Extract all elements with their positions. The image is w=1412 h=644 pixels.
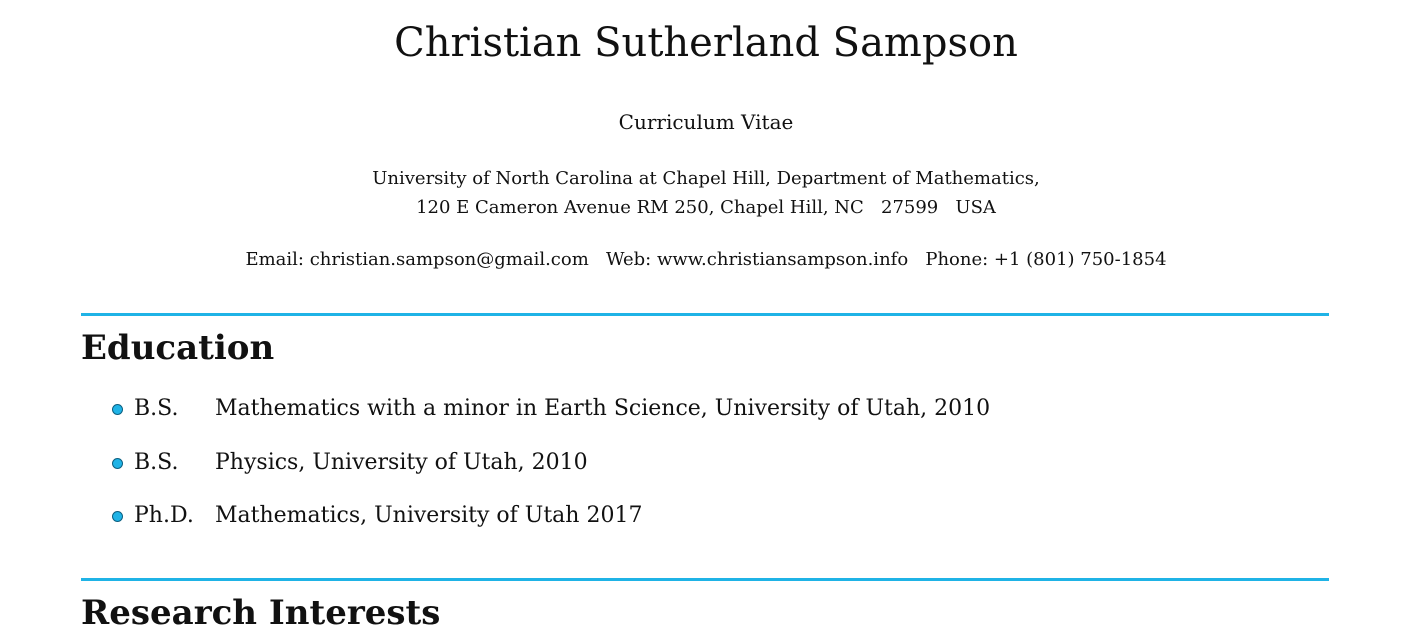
degree-detail: Mathematics with a minor in Earth Scienc…	[215, 396, 991, 421]
bullet-icon	[112, 457, 123, 469]
bullet-icon	[112, 511, 123, 522]
address-line-2: 120 E Cameron Avenue RM 250, Chapel Hill…	[416, 197, 996, 218]
email-text: Email: christian.sampson@gmail.com	[245, 249, 589, 270]
degree-label: B.S.	[134, 449, 179, 475]
degree-label: Ph.D.	[134, 503, 194, 528]
address-line-1: University of North Carolina at Chapel H…	[372, 168, 1040, 189]
degree-detail: Mathematics, University of Utah 2017	[215, 503, 643, 528]
degree-detail: Physics, University of Utah, 2010	[215, 449, 588, 475]
web-text: Web: www.christiansampson.info	[605, 249, 909, 270]
cv-name: Christian Sutherland Sampson	[394, 20, 1018, 66]
section-divider	[81, 313, 1329, 316]
address-block: University of North Carolina at Chapel H…	[0, 164, 1412, 222]
degree-label: B.S.	[134, 396, 179, 421]
contact-line: Email: christian.sampson@gmail.com Web: …	[0, 249, 1412, 270]
cv-subtitle: Curriculum Vitae	[618, 110, 794, 134]
section-title-research-interests: Research Interests	[81, 593, 441, 633]
section-divider	[81, 578, 1329, 581]
bullet-icon	[112, 404, 123, 415]
section-title-education: Education	[81, 328, 275, 368]
phone-text: Phone: +1 (801) 750-1854	[925, 249, 1167, 270]
